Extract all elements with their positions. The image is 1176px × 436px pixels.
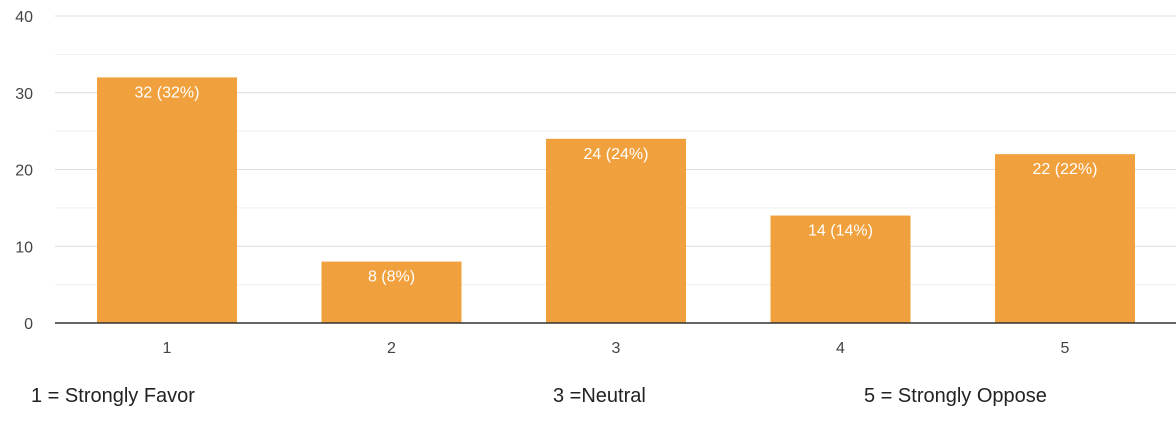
x-axis-ticks: 1 2 3 4 5 xyxy=(163,340,1070,357)
x-tick-label: 5 xyxy=(1061,340,1070,357)
y-tick-label: 30 xyxy=(15,86,33,103)
bars: 32 (32%) 8 (8%) 24 (24%) 14 (14%) 22 (22%) xyxy=(97,77,1135,324)
x-tick-label: 4 xyxy=(836,340,845,357)
y-axis-ticks: 0 10 20 30 40 xyxy=(15,9,33,333)
y-tick-label: 0 xyxy=(24,316,33,333)
scale-note-neutral: 3 =Neutral xyxy=(553,385,646,407)
bar-data-label: 24 (24%) xyxy=(584,146,649,163)
bar-data-label: 8 (8%) xyxy=(368,269,415,286)
bar-data-label: 14 (14%) xyxy=(808,223,873,240)
bar xyxy=(770,215,911,323)
bar xyxy=(995,154,1135,323)
x-tick-label: 3 xyxy=(612,340,621,357)
x-tick-label: 1 xyxy=(163,340,172,357)
scale-note-strongly-oppose: 5 = Strongly Oppose xyxy=(864,385,1047,407)
scale-note-strongly-favor: 1 = Strongly Favor xyxy=(31,385,195,407)
bar xyxy=(321,261,462,323)
bar-chart: 0 10 20 30 40 32 (32%) 8 (8%) 24 (24%) 14 (14%)… xyxy=(15,9,1176,357)
bar-data-label: 32 (32%) xyxy=(135,84,200,101)
bar xyxy=(97,77,237,324)
bar xyxy=(546,138,686,323)
bar-data-label: 22 (22%) xyxy=(1033,161,1098,178)
y-tick-label: 10 xyxy=(15,239,33,256)
y-tick-label: 40 xyxy=(15,9,33,26)
scale-legend: 1 = Strongly Favor 3 =Neutral 5 = Strong… xyxy=(0,385,1176,415)
x-tick-label: 2 xyxy=(387,340,396,357)
y-tick-label: 20 xyxy=(15,163,33,180)
